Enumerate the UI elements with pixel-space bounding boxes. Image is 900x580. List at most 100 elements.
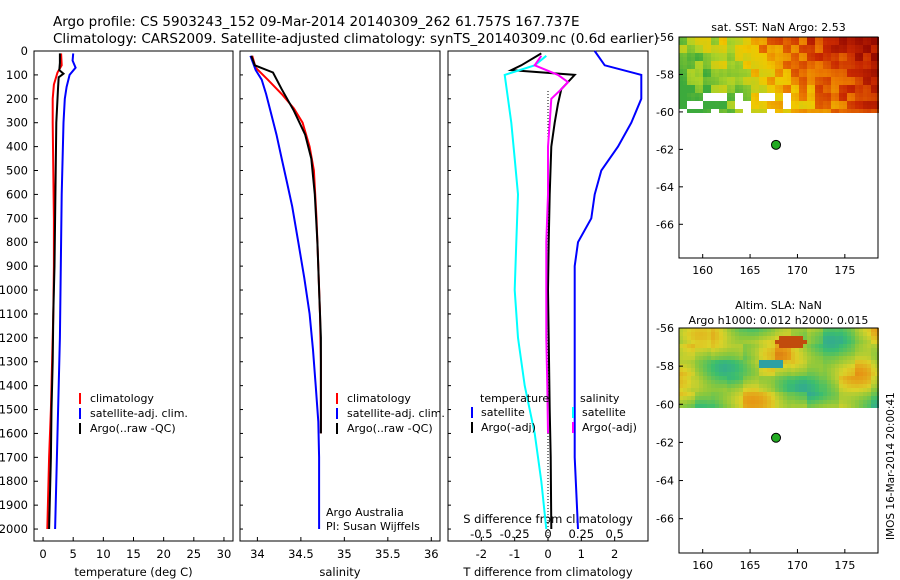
- heatmap-cell: [711, 101, 715, 105]
- heatmap-cell: [819, 396, 823, 400]
- heatmap-cell: [795, 49, 799, 53]
- heatmap-cell: [699, 392, 703, 396]
- heatmap-cell: [867, 105, 871, 109]
- heatmap-cell: [819, 364, 823, 368]
- heatmap-cell: [823, 77, 827, 81]
- heatmap-cell: [827, 49, 831, 53]
- heatmap-cell: [867, 364, 871, 368]
- heatmap-cell: [791, 109, 795, 113]
- heatmap-cell: [811, 101, 815, 105]
- heatmap-cell: [751, 65, 755, 69]
- heatmap-cell: [875, 105, 879, 109]
- heatmap-cell: [743, 344, 747, 348]
- heatmap-cell: [859, 380, 863, 384]
- heatmap-cell: [683, 105, 687, 109]
- heatmap-cell: [835, 368, 839, 372]
- heatmap-cell: [855, 65, 859, 69]
- x-tick-label: 2: [611, 547, 618, 561]
- heatmap-cell: [719, 388, 723, 392]
- heatmap-cell: [711, 41, 715, 45]
- legend-label: satellite-adj. clim.: [90, 407, 188, 420]
- heatmap-cell: [811, 368, 815, 372]
- heatmap-cell: [691, 348, 695, 352]
- heatmap-cell: [723, 89, 727, 93]
- heatmap-cell: [711, 340, 715, 344]
- heatmap-cell: [771, 392, 775, 396]
- heatmap-cell: [695, 340, 699, 344]
- heatmap-cell: [791, 400, 795, 404]
- heatmap-cell: [679, 388, 683, 392]
- heatmap-cell: [827, 400, 831, 404]
- heatmap-cell: [811, 376, 815, 380]
- heatmap-cell: [771, 53, 775, 57]
- heatmap-cell: [843, 101, 847, 105]
- heatmap-cell: [815, 376, 819, 380]
- heatmap-cell: [707, 89, 711, 93]
- heatmap-cell: [811, 328, 815, 332]
- heatmap-cell: [707, 61, 711, 65]
- heatmap-cell: [687, 97, 691, 101]
- heatmap-cell: [771, 85, 775, 89]
- heatmap-cell: [827, 384, 831, 388]
- heatmap-cell: [811, 69, 815, 73]
- heatmap-cell: [795, 85, 799, 89]
- heatmap-cell: [803, 85, 807, 89]
- heatmap-cell: [711, 336, 715, 340]
- heatmap-cell: [703, 89, 707, 93]
- heatmap-cell: [763, 65, 767, 69]
- heatmap-cell: [723, 57, 727, 61]
- heatmap-cell: [875, 336, 879, 340]
- heatmap-cell: [759, 372, 763, 376]
- heatmap-cell: [851, 53, 855, 57]
- heatmap-cell: [863, 37, 867, 41]
- heatmap-cell: [827, 61, 831, 65]
- heatmap-cell: [867, 336, 871, 340]
- heatmap-cell: [727, 105, 731, 109]
- heatmap-cell: [831, 348, 835, 352]
- heatmap-cell: [847, 344, 851, 348]
- heatmap-cell: [775, 396, 779, 400]
- x-tick-label: 165: [740, 559, 761, 572]
- heatmap-cell: [819, 49, 823, 53]
- heatmap-cell: [699, 336, 703, 340]
- heatmap-cell: [735, 65, 739, 69]
- heatmap-cell: [695, 380, 699, 384]
- heatmap-cell: [679, 340, 683, 344]
- heatmap-cell: [755, 101, 759, 105]
- heatmap-cell: [815, 348, 819, 352]
- heatmap-cell: [807, 352, 811, 356]
- heatmap-cell: [711, 396, 715, 400]
- heatmap-cell: [735, 49, 739, 53]
- heatmap-cell: [823, 45, 827, 49]
- heatmap-cell: [703, 45, 707, 49]
- heatmap-cell: [843, 69, 847, 73]
- heatmap-cell: [803, 328, 807, 332]
- heatmap-cell: [759, 356, 763, 360]
- series-line-000000: [507, 52, 577, 530]
- heatmap-cell: [683, 400, 687, 404]
- heatmap-cell: [859, 37, 863, 41]
- heatmap-cell: [823, 328, 827, 332]
- float-marker: [771, 139, 782, 150]
- heatmap-cell: [719, 332, 723, 336]
- heatmap-cell: [855, 396, 859, 400]
- series-line-0000ff: [573, 50, 643, 530]
- x-tick-label: 25: [186, 547, 201, 561]
- heatmap-cell: [847, 364, 851, 368]
- heatmap-cell: [835, 53, 839, 57]
- heatmap-cell: [763, 85, 767, 89]
- heatmap-cell: [871, 49, 875, 53]
- heatmap-cell: [731, 400, 735, 404]
- heatmap-cell: [767, 73, 771, 77]
- heatmap-cell: [775, 332, 779, 336]
- heatmap-cell: [735, 368, 739, 372]
- heatmap-cell: [727, 384, 731, 388]
- heatmap-cell: [875, 49, 879, 53]
- heatmap-cell: [799, 61, 803, 65]
- heatmap-cell: [843, 384, 847, 388]
- heatmap-cell: [815, 41, 819, 45]
- heatmap-cell: [747, 81, 751, 85]
- heatmap-cell: [871, 376, 875, 380]
- heatmap-cell: [839, 69, 843, 73]
- heatmap-cell: [751, 340, 755, 344]
